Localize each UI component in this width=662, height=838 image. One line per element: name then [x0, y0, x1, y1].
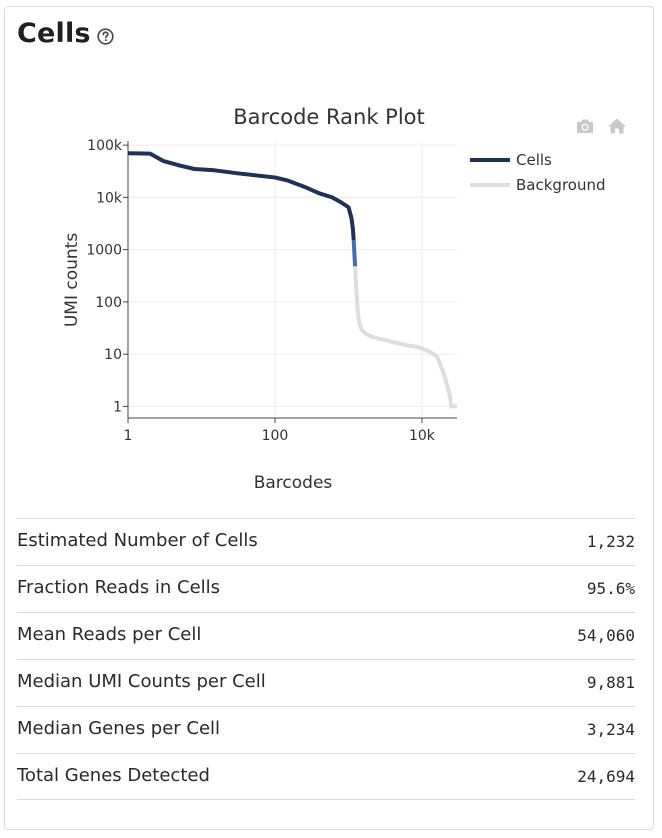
barcode-rank-chart: 1 10 100 1000 10k 100k 1 100 10k Barcode Rank Pl…: [62, 105, 606, 493]
metric-row: Median Genes per Cell 3,234: [17, 706, 635, 753]
metric-label: Estimated Number of Cells: [17, 530, 258, 551]
metric-row: Estimated Number of Cells 1,232: [17, 518, 635, 565]
y-tick-label: 1: [113, 399, 122, 415]
metric-value: 54,060: [577, 626, 635, 645]
card-title: Cells: [17, 18, 91, 49]
metric-label: Median Genes per Cell: [17, 718, 221, 739]
legend: Cells Background: [470, 151, 606, 194]
y-tick-label: 100k: [87, 138, 123, 154]
metrics-table: Estimated Number of Cells 1,232 Fraction R…: [17, 518, 635, 800]
legend-label-background: Background: [516, 176, 606, 194]
series-line-cells: [127, 151, 356, 241]
y-tick-label: 10: [104, 347, 122, 363]
x-tick-label: 100: [262, 428, 289, 444]
metric-label: Fraction Reads in Cells: [17, 577, 221, 598]
x-tick-label: 1: [124, 428, 133, 444]
x-tick-label: 10k: [409, 428, 436, 444]
metric-row: Total Genes Detected 24,694: [17, 753, 635, 800]
series-line-background: [353, 266, 457, 409]
metric-label: Total Genes Detected: [17, 765, 210, 786]
camera-icon[interactable]: [575, 117, 595, 135]
metric-value: 24,694: [577, 767, 635, 786]
metric-row: Median UMI Counts per Cell 9,881: [17, 659, 635, 706]
home-icon[interactable]: [607, 117, 627, 135]
series-line-transition: [351, 240, 358, 267]
legend-label-cells: Cells: [516, 151, 552, 169]
metric-label: Mean Reads per Cell: [17, 624, 202, 645]
metric-value: 95.6%: [586, 579, 635, 598]
y-tick-label: 1000: [86, 243, 122, 259]
metric-row: Mean Reads per Cell 54,060: [17, 612, 635, 659]
chart-title: Barcode Rank Plot: [233, 105, 425, 129]
metric-value: 1,232: [586, 532, 635, 551]
metric-row: Fraction Reads in Cells 95.6%: [17, 565, 635, 612]
y-tick-label: 100: [95, 295, 122, 311]
metric-label: Median UMI Counts per Cell: [17, 671, 266, 692]
x-axis-label: Barcodes: [254, 473, 333, 493]
y-tick-label: 10k: [96, 190, 123, 206]
y-axis-label: UMI counts: [62, 233, 82, 327]
metric-value: 3,234: [586, 720, 635, 739]
question-circle-icon[interactable]: [97, 28, 114, 45]
metric-value: 9,881: [586, 673, 635, 692]
